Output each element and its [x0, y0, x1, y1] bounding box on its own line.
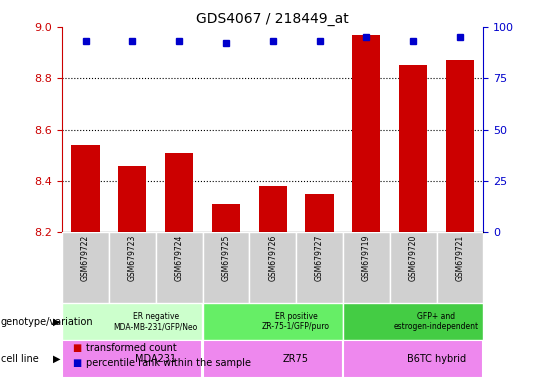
- Bar: [259, 186, 287, 232]
- Text: GSM679720: GSM679720: [409, 235, 417, 281]
- Text: GSM679721: GSM679721: [455, 235, 464, 281]
- Title: GDS4067 / 218449_at: GDS4067 / 218449_at: [197, 12, 349, 26]
- Bar: [62, 303, 202, 340]
- Bar: [306, 194, 334, 232]
- Text: ER positive
ZR-75-1/GFP/puro: ER positive ZR-75-1/GFP/puro: [262, 312, 330, 331]
- Text: genotype/variation: genotype/variation: [1, 316, 93, 327]
- Text: GSM679727: GSM679727: [315, 235, 324, 281]
- Bar: [62, 232, 109, 303]
- Text: B6TC hybrid: B6TC hybrid: [407, 354, 466, 364]
- Text: GFP+ and
estrogen-independent: GFP+ and estrogen-independent: [394, 312, 479, 331]
- Text: ■: ■: [73, 343, 85, 353]
- Text: ■: ■: [73, 358, 85, 368]
- Text: GSM679719: GSM679719: [362, 235, 371, 281]
- Bar: [343, 340, 483, 378]
- Bar: [71, 145, 99, 232]
- Text: GSM679726: GSM679726: [268, 235, 277, 281]
- Text: GSM679722: GSM679722: [81, 235, 90, 281]
- Bar: [390, 232, 436, 303]
- Bar: [343, 232, 390, 303]
- Bar: [343, 303, 483, 340]
- Bar: [446, 60, 474, 232]
- Text: ▶: ▶: [53, 354, 60, 364]
- Text: MDA231: MDA231: [135, 354, 176, 364]
- Bar: [296, 232, 343, 303]
- Bar: [202, 303, 343, 340]
- Bar: [399, 65, 427, 232]
- Bar: [212, 204, 240, 232]
- Text: transformed count: transformed count: [86, 343, 177, 353]
- Text: GSM679723: GSM679723: [128, 235, 137, 281]
- Bar: [249, 232, 296, 303]
- Text: ▶: ▶: [53, 316, 60, 327]
- Text: ZR75: ZR75: [283, 354, 309, 364]
- Bar: [62, 340, 202, 378]
- Bar: [202, 340, 343, 378]
- Bar: [156, 232, 202, 303]
- Bar: [109, 232, 156, 303]
- Bar: [165, 153, 193, 232]
- Text: GSM679725: GSM679725: [221, 235, 231, 281]
- Bar: [118, 166, 146, 232]
- Text: ER negative
MDA-MB-231/GFP/Neo: ER negative MDA-MB-231/GFP/Neo: [113, 312, 198, 331]
- Bar: [352, 35, 380, 232]
- Text: percentile rank within the sample: percentile rank within the sample: [86, 358, 252, 368]
- Text: cell line: cell line: [1, 354, 38, 364]
- Bar: [202, 232, 249, 303]
- Text: GSM679724: GSM679724: [174, 235, 184, 281]
- Bar: [436, 232, 483, 303]
